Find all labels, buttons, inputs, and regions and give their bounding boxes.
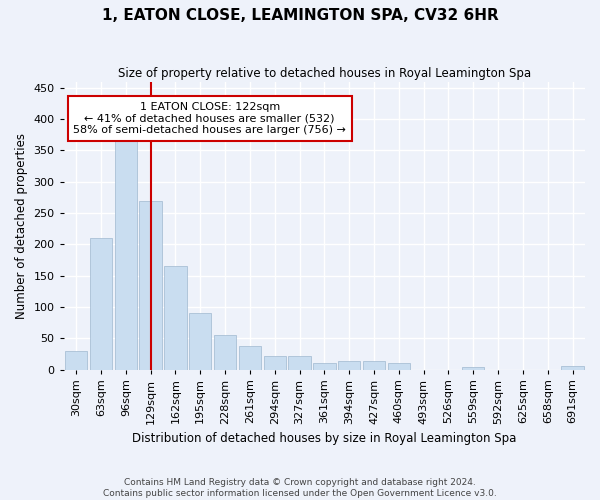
Bar	[115, 100, 137, 370]
Bar	[388, 364, 410, 370]
Bar	[139, 200, 162, 370]
Title: Size of property relative to detached houses in Royal Leamington Spa: Size of property relative to detached ho…	[118, 68, 531, 80]
Bar	[338, 362, 361, 370]
Bar	[462, 367, 484, 370]
Bar	[164, 266, 187, 370]
Bar	[189, 313, 211, 370]
Bar	[263, 356, 286, 370]
Bar	[65, 350, 87, 370]
Bar	[313, 364, 335, 370]
Bar	[239, 346, 261, 370]
Text: Contains HM Land Registry data © Crown copyright and database right 2024.
Contai: Contains HM Land Registry data © Crown c…	[103, 478, 497, 498]
Bar	[562, 366, 584, 370]
Bar	[90, 238, 112, 370]
Y-axis label: Number of detached properties: Number of detached properties	[15, 132, 28, 318]
Text: 1, EATON CLOSE, LEAMINGTON SPA, CV32 6HR: 1, EATON CLOSE, LEAMINGTON SPA, CV32 6HR	[101, 8, 499, 22]
X-axis label: Distribution of detached houses by size in Royal Leamington Spa: Distribution of detached houses by size …	[132, 432, 517, 445]
Bar	[289, 356, 311, 370]
Bar	[214, 335, 236, 370]
Bar	[363, 362, 385, 370]
Text: 1 EATON CLOSE: 122sqm
← 41% of detached houses are smaller (532)
58% of semi-det: 1 EATON CLOSE: 122sqm ← 41% of detached …	[73, 102, 346, 135]
